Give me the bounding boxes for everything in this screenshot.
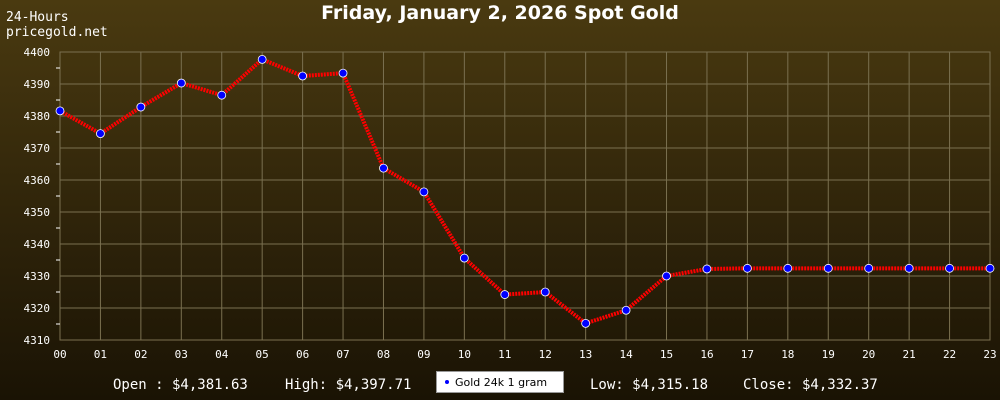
x-tick-label: 05 bbox=[256, 348, 269, 361]
high-price: High: $4,397.71 bbox=[285, 377, 412, 393]
price-point bbox=[500, 290, 510, 299]
x-tick-label: 14 bbox=[619, 348, 633, 361]
period-label: 24-Hours bbox=[6, 10, 69, 25]
close-price: Close: $4,332.37 bbox=[743, 377, 878, 393]
x-tick-label: 15 bbox=[660, 348, 673, 361]
price-point bbox=[783, 263, 793, 273]
y-tick-label: 4370 bbox=[24, 142, 51, 155]
price-point bbox=[823, 263, 833, 273]
x-tick-label: 13 bbox=[579, 348, 592, 361]
y-tick-label: 4360 bbox=[24, 174, 51, 187]
x-tick-label: 10 bbox=[458, 348, 471, 361]
price-point bbox=[419, 187, 429, 197]
y-tick-label: 4380 bbox=[24, 110, 51, 123]
chart-axes: 4310 4320 4330 4340 4350 4360 4370 4380 4390 4400… bbox=[24, 46, 997, 361]
price-point bbox=[864, 263, 874, 273]
price-point bbox=[985, 263, 995, 273]
x-tick-label: 22 bbox=[943, 348, 956, 361]
x-tick-label: 16 bbox=[700, 348, 713, 361]
x-tick-label: 21 bbox=[903, 348, 916, 361]
x-tick-label: 04 bbox=[215, 348, 229, 361]
x-tick-label: 02 bbox=[134, 348, 147, 361]
plot-frame bbox=[59, 51, 991, 341]
x-tick-label: 06 bbox=[296, 348, 309, 361]
x-tick-label: 23 bbox=[983, 348, 996, 361]
low-price: Low: $4,315.18 bbox=[590, 377, 709, 393]
site-label: pricegold.net bbox=[6, 25, 108, 40]
price-point bbox=[338, 68, 348, 78]
price-point bbox=[540, 287, 550, 297]
legend: Gold 24k 1 gram bbox=[436, 371, 564, 393]
x-tick-label: 17 bbox=[741, 348, 754, 361]
chart-period-info: 24-Hours pricegold.net bbox=[6, 10, 108, 40]
x-tick-label: 12 bbox=[539, 348, 552, 361]
y-tick-label: 4310 bbox=[24, 334, 51, 347]
legend-marker bbox=[445, 380, 449, 384]
x-tick-label: 19 bbox=[822, 348, 835, 361]
price-point bbox=[257, 54, 267, 64]
price-point bbox=[742, 263, 752, 273]
price-point bbox=[581, 318, 591, 328]
price-point bbox=[459, 253, 469, 263]
y-tick-label: 4330 bbox=[24, 270, 51, 283]
price-point bbox=[217, 90, 227, 100]
x-tick-label: 11 bbox=[498, 348, 511, 361]
price-point bbox=[136, 102, 146, 112]
chart-title: Friday, January 2, 2026 Spot Gold bbox=[321, 2, 679, 24]
price-point bbox=[96, 129, 105, 139]
legend-label: Gold 24k 1 gram bbox=[455, 375, 548, 389]
open-price: Open : $4,381.63 bbox=[113, 377, 248, 393]
y-tick-label: 4390 bbox=[24, 78, 51, 91]
price-line bbox=[59, 57, 990, 326]
y-tick-label: 4350 bbox=[24, 206, 51, 219]
price-point bbox=[621, 305, 631, 315]
price-markers bbox=[55, 54, 995, 328]
x-tick-label: 03 bbox=[175, 348, 188, 361]
chart-grid bbox=[59, 51, 991, 341]
price-point bbox=[298, 71, 308, 81]
x-tick-label: 08 bbox=[377, 348, 390, 361]
x-tick-label: 20 bbox=[862, 348, 875, 361]
price-point bbox=[904, 263, 914, 273]
x-tick-label: 18 bbox=[781, 348, 794, 361]
x-tick-label: 09 bbox=[417, 348, 430, 361]
price-point bbox=[702, 264, 712, 274]
price-point bbox=[176, 78, 186, 88]
price-point bbox=[379, 163, 388, 173]
y-tick-label: 4400 bbox=[24, 46, 51, 59]
price-point bbox=[945, 263, 954, 273]
price-series bbox=[59, 57, 990, 326]
x-tick-label: 07 bbox=[336, 348, 349, 361]
price-point bbox=[662, 271, 671, 281]
x-tick-label: 00 bbox=[53, 348, 66, 361]
y-tick-label: 4340 bbox=[24, 238, 51, 251]
price-point bbox=[55, 106, 65, 116]
x-tick-label: 01 bbox=[94, 348, 107, 361]
y-tick-label: 4320 bbox=[24, 302, 51, 315]
